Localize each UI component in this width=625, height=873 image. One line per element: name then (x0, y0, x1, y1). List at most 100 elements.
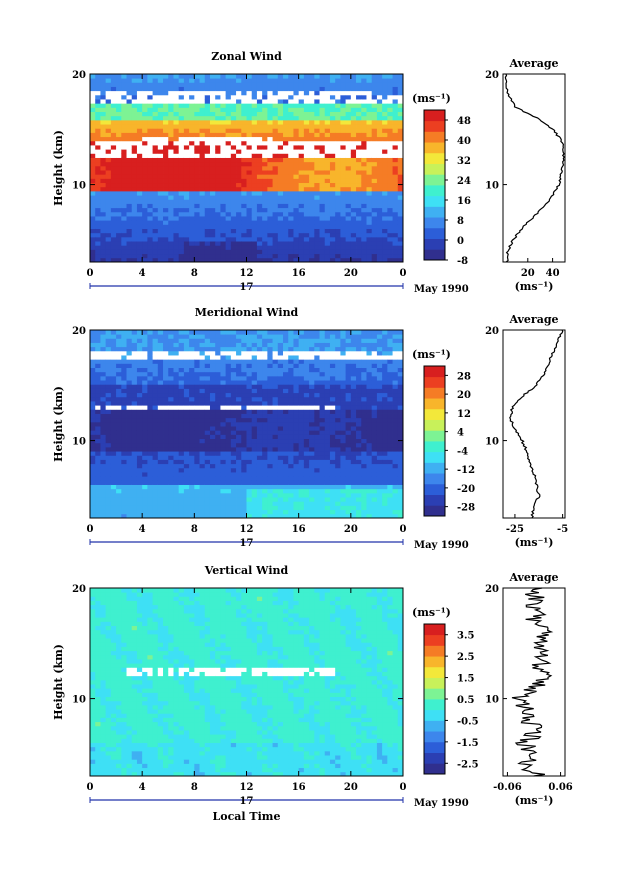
heatmap-cell (288, 140, 294, 146)
heatmap-cell (335, 380, 341, 385)
heatmap-cell (189, 249, 195, 255)
heatmap-cell (262, 241, 268, 246)
heatmap-cell (116, 228, 122, 234)
heatmap-cell (319, 426, 326, 431)
heatmap-cell (246, 509, 253, 515)
heatmap-cell (376, 224, 383, 229)
heatmap-cell (288, 136, 294, 142)
heatmap-cell (100, 472, 107, 477)
heatmap-cell (256, 178, 263, 184)
heatmap-cell (204, 451, 211, 456)
heatmap-cell (95, 132, 101, 138)
heatmap-cell (116, 178, 122, 184)
heatmap-cell (329, 350, 336, 356)
heatmap-cell (189, 413, 195, 419)
heatmap-cell (382, 124, 388, 129)
heatmap-cell (262, 115, 268, 121)
heatmap-cell (246, 421, 253, 427)
heatmap-cell (209, 359, 216, 364)
heatmap-cell (121, 199, 127, 204)
heatmap-cell (95, 380, 101, 385)
heatmap-cell (356, 136, 362, 142)
heatmap-cell (340, 140, 347, 146)
heatmap-cell (329, 236, 336, 242)
heatmap-cell (90, 245, 96, 250)
heatmap-cell (356, 178, 362, 184)
heatmap-cell (277, 417, 284, 423)
heatmap-cell (314, 207, 320, 213)
heatmap-cell (314, 224, 320, 229)
heatmap-cell (277, 103, 284, 108)
heatmap-cell (345, 472, 352, 477)
heatmap-cell (230, 195, 237, 200)
heatmap-cell (105, 388, 112, 394)
heatmap-cell (236, 334, 242, 339)
heatmap-cell (209, 145, 216, 150)
x-tick-label: 0 (87, 268, 94, 279)
average-x-tick-label: 40 (546, 268, 560, 279)
heatmap-cell (215, 459, 221, 465)
heatmap-cell (387, 249, 393, 255)
heatmap-cell (126, 211, 133, 217)
heatmap-cell (220, 413, 227, 419)
heatmap-cell (356, 103, 362, 108)
heatmap-cell (189, 501, 195, 506)
heatmap-cell (246, 367, 253, 373)
heatmap-cell (105, 149, 112, 154)
heatmap-cell (116, 401, 122, 406)
heatmap-cell (288, 190, 294, 196)
heatmap-cell (178, 421, 185, 427)
heatmap-cell (314, 90, 320, 96)
heatmap-cell (178, 145, 185, 150)
heatmap-cell (241, 178, 247, 184)
heatmap-cell (277, 115, 284, 121)
heatmap-cell (183, 342, 190, 348)
heatmap-cell (256, 207, 263, 213)
heatmap-cell (382, 190, 388, 196)
heatmap-cell (309, 409, 315, 414)
heatmap-cell (236, 74, 242, 79)
heatmap-cell (356, 153, 362, 158)
heatmap-cell (90, 384, 96, 389)
heatmap-cell (335, 157, 341, 163)
heatmap-cell (246, 451, 253, 456)
heatmap-cell (95, 257, 101, 263)
heatmap-cell (267, 245, 273, 250)
heatmap-cell (288, 216, 294, 221)
heatmap-cell (110, 338, 117, 343)
heatmap-cell (178, 228, 185, 234)
heatmap-cell (173, 338, 180, 343)
heatmap-cell (90, 103, 96, 108)
heatmap-cell (324, 128, 331, 133)
heatmap-cell (314, 145, 320, 150)
heatmap-cell (199, 182, 206, 188)
heatmap-cell (225, 509, 232, 515)
heatmap-cell (178, 157, 185, 163)
heatmap-cell (319, 355, 326, 360)
heatmap-cell (230, 249, 237, 255)
heatmap-cell (215, 170, 221, 175)
heatmap-cell (319, 330, 326, 335)
heatmap-cell (309, 355, 315, 360)
heatmap-cell (387, 157, 393, 163)
heatmap-cell (105, 459, 112, 465)
heatmap-cell (340, 426, 347, 431)
heatmap-cell (157, 384, 164, 389)
heatmap-cell (131, 472, 138, 477)
heatmap-cell (288, 467, 294, 473)
heatmap-cell (121, 426, 127, 431)
heatmap-cell (241, 203, 247, 209)
heatmap-cell (361, 249, 367, 255)
heatmap-cell (204, 426, 211, 431)
heatmap-cell (230, 224, 237, 229)
heatmap-cell (220, 426, 227, 431)
heatmap-cell (314, 396, 320, 402)
heatmap-cell (319, 165, 326, 171)
heatmap-cell (136, 401, 143, 406)
heatmap-cell (236, 421, 242, 427)
heatmap-cell (309, 513, 315, 519)
heatmap-cell (194, 186, 200, 192)
heatmap-cell (215, 446, 221, 452)
heatmap-cell (142, 165, 148, 171)
heatmap-cell (319, 359, 326, 364)
